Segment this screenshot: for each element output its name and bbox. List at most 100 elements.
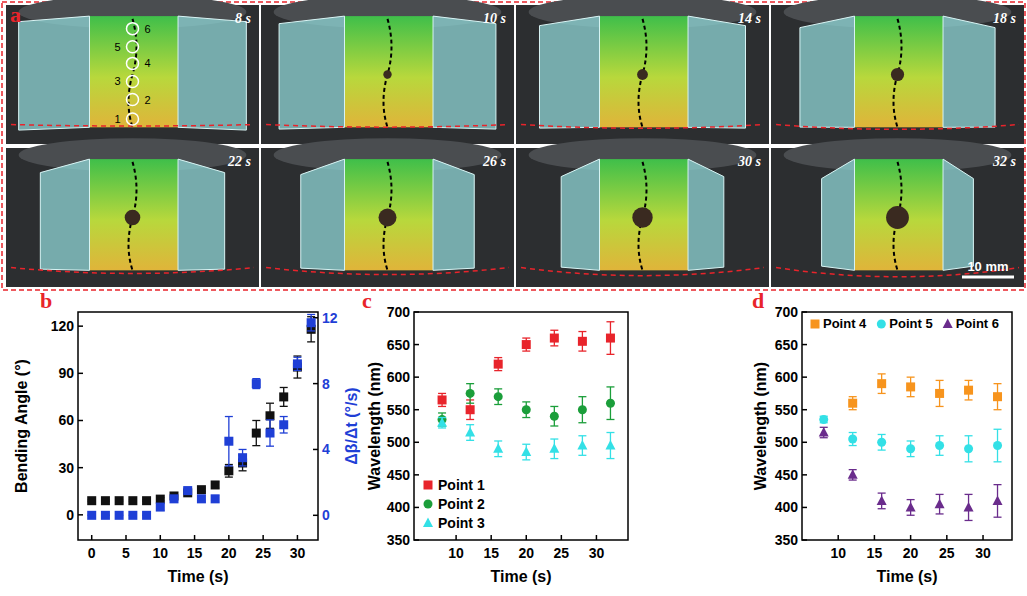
x-tick xyxy=(596,535,598,540)
error-cap xyxy=(550,330,558,331)
x-axis-title: Time (s) xyxy=(167,568,228,585)
point-label: 3 xyxy=(114,75,120,87)
marker xyxy=(142,496,151,505)
error-cap xyxy=(293,370,301,371)
x-tick-label: 5 xyxy=(122,545,130,561)
y-tick xyxy=(414,539,419,541)
x-tick-label: 25 xyxy=(255,545,271,561)
marks xyxy=(819,374,1003,521)
y-tick xyxy=(414,344,419,346)
y-tick xyxy=(414,376,419,378)
marker xyxy=(224,437,233,446)
frame-bg xyxy=(261,148,514,287)
marker xyxy=(279,392,288,401)
y-tick xyxy=(78,420,83,422)
error-cap xyxy=(578,350,586,351)
x-tick-label: 15 xyxy=(867,545,883,561)
x-tick xyxy=(561,535,563,540)
error-cap xyxy=(849,445,857,446)
marker xyxy=(605,440,615,450)
error-cap xyxy=(522,417,530,418)
error-cap xyxy=(936,435,944,436)
error-bar xyxy=(965,380,973,400)
x-tick-label: 10 xyxy=(448,545,464,561)
plot-frame xyxy=(414,312,628,540)
error-cap xyxy=(907,456,915,457)
y-axis-title: Wavelength (nm) xyxy=(366,362,383,490)
error-cap xyxy=(849,409,857,410)
error-cap xyxy=(225,476,233,477)
marker xyxy=(197,494,206,503)
error-cap xyxy=(994,517,1002,518)
photo-frame: 18 s xyxy=(771,0,1024,144)
hole xyxy=(383,70,391,78)
error-cap xyxy=(438,427,446,428)
flap xyxy=(433,16,496,129)
y-tick-label: 700 xyxy=(387,304,411,320)
error-cap xyxy=(252,445,260,446)
y-tick-label: 0 xyxy=(66,507,74,523)
hole xyxy=(891,68,904,81)
error-bar xyxy=(878,374,886,394)
point-circle xyxy=(127,75,139,87)
photo-frame: 14 s xyxy=(516,0,769,144)
error-cap xyxy=(293,355,301,356)
error-bar xyxy=(578,436,586,456)
marker xyxy=(424,481,433,490)
error-bar xyxy=(438,418,446,428)
x-tick-label: 15 xyxy=(483,545,499,561)
error-cap xyxy=(936,455,944,456)
marker xyxy=(142,511,151,520)
y-tick-label: 400 xyxy=(775,499,799,515)
error-bar xyxy=(936,380,944,406)
marker xyxy=(211,480,220,489)
error-bar xyxy=(466,400,474,420)
marker xyxy=(424,500,433,509)
error-cap xyxy=(494,404,502,405)
error-cap xyxy=(606,354,614,355)
marker xyxy=(993,441,1002,450)
x-tick xyxy=(125,535,127,540)
marker xyxy=(494,392,503,401)
x-axis-title: Time (s) xyxy=(490,568,551,585)
edge-line xyxy=(776,125,1019,130)
x-tick xyxy=(262,535,264,540)
marker xyxy=(128,511,137,520)
photo-frame: 30 s xyxy=(516,138,769,287)
x-tick-label: 20 xyxy=(518,545,534,561)
error-bar xyxy=(606,433,614,459)
y2-tick xyxy=(313,449,318,451)
marker xyxy=(906,502,916,512)
error-cap xyxy=(466,424,474,425)
error-cap xyxy=(878,492,886,493)
marker xyxy=(993,495,1003,505)
error-cap xyxy=(578,331,586,332)
flap xyxy=(688,16,745,128)
y-tick-label: 450 xyxy=(387,467,411,483)
y2-tick xyxy=(313,383,318,385)
frame-bg xyxy=(771,5,1024,144)
y2-tick-label: 8 xyxy=(322,376,330,392)
marker xyxy=(935,389,944,398)
x-tick xyxy=(455,535,457,540)
marker xyxy=(522,340,531,349)
flap xyxy=(433,159,474,270)
error-cap xyxy=(225,465,233,466)
point-circle xyxy=(127,23,139,35)
error-bar xyxy=(293,357,301,370)
error-bar xyxy=(994,485,1002,518)
error-cap xyxy=(936,380,944,381)
plot-frame xyxy=(802,312,1012,540)
error-cap xyxy=(266,446,274,447)
error-bar xyxy=(550,406,558,426)
error-cap xyxy=(606,458,614,459)
error-bar xyxy=(606,322,614,355)
error-cap xyxy=(280,432,288,433)
error-bar xyxy=(438,413,446,426)
error-cap xyxy=(307,314,315,315)
error-cap xyxy=(494,456,502,457)
error-cap xyxy=(522,337,530,338)
marker xyxy=(935,499,945,509)
marker xyxy=(943,319,953,329)
marker xyxy=(266,411,275,420)
